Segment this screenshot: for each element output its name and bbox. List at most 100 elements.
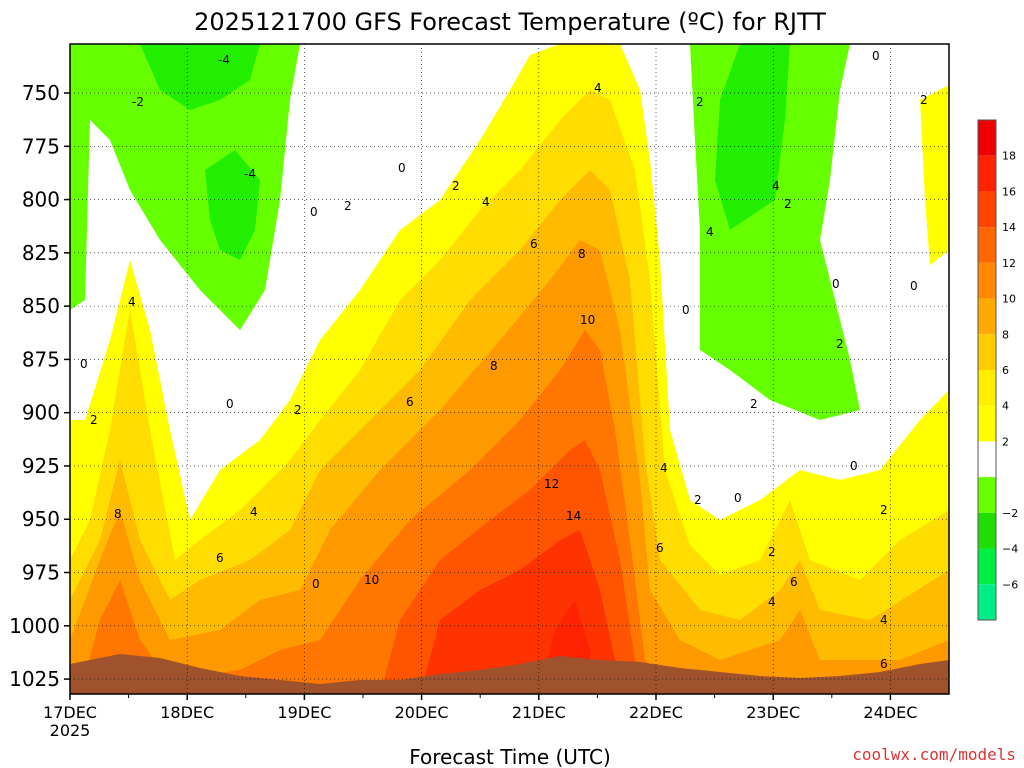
y-tick-label: 775: [22, 134, 60, 158]
band-neg4-a: [140, 44, 260, 110]
colorbar-tick-label: 16: [1002, 185, 1016, 198]
colorbar-swatch: [978, 512, 996, 549]
y-axis: 750 775 800 825 850 875 900 925 950 975 1000 1025: [9, 81, 70, 691]
colorbar-tick-label: 10: [1002, 293, 1016, 306]
colorbar-swatch: [978, 191, 996, 228]
contour-label: 2: [452, 179, 460, 193]
contour-label: 0: [682, 303, 690, 317]
x-tick-label: 22DEC: [629, 703, 683, 722]
colorbar-swatch: [978, 155, 996, 192]
x-tick-label: 18DEC: [160, 703, 214, 722]
contour-label: 2: [696, 95, 704, 109]
y-tick-label: 950: [22, 507, 60, 531]
chart-title: 2025121700 GFS Forecast Temperature (ºC)…: [194, 8, 826, 36]
colorbar-tick-label: −2: [1002, 507, 1018, 520]
contour-label: 4: [660, 461, 668, 475]
contour-label: 0: [226, 397, 234, 411]
contour-label: 4: [772, 179, 780, 193]
contour-label: 6: [880, 657, 888, 671]
x-tick-label: 24DEC: [863, 703, 917, 722]
colorbar-tick-label: −6: [1002, 578, 1018, 591]
colorbar-swatch: [978, 477, 996, 513]
plot-frame: [69, 43, 950, 695]
colorbar-tick-label: 14: [1002, 221, 1016, 234]
contour-label: 4: [128, 295, 136, 309]
band-neg4-b: [205, 150, 260, 260]
contour-label: 8: [114, 507, 122, 521]
colorbar-tick-label: 12: [1002, 257, 1016, 270]
colorbar-swatch: [978, 120, 996, 156]
x-tick-label: 17DEC: [43, 703, 97, 722]
colorbar-swatch: [978, 262, 996, 299]
contour-label: 4: [880, 613, 888, 627]
colorbar-swatch: [978, 548, 996, 585]
y-tick-label: 975: [22, 561, 60, 585]
y-tick-label: 1025: [9, 667, 60, 691]
contour-label: 2: [694, 493, 702, 507]
contour-label: -4: [244, 167, 256, 181]
colorbar-tick-label: 6: [1002, 364, 1009, 377]
colorbar-swatch: [978, 584, 996, 620]
contour-label: 4: [594, 81, 602, 95]
x-tick-label: 20DEC: [395, 703, 449, 722]
colorbar-swatch: [978, 227, 996, 263]
contour-label: 0: [398, 161, 406, 175]
credit-text: coolwx.com/models: [852, 745, 1016, 764]
contour-label: 2: [784, 197, 792, 211]
colorbar-swatch: [978, 441, 996, 478]
contour-label: 6: [790, 575, 798, 589]
contour-label: 8: [490, 359, 498, 373]
contour-label: 2: [750, 397, 758, 411]
colorbar-swatch: [978, 334, 996, 370]
colorbar-frame: [977, 119, 997, 621]
contour-label: 14: [566, 509, 581, 523]
contour-label: 6: [656, 541, 664, 555]
contour-label: 0: [850, 459, 858, 473]
y-tick-label: 900: [22, 401, 60, 425]
temperature-bands: [70, 44, 949, 694]
colorbar-tick-label: 8: [1002, 328, 1009, 341]
contour-label: 0: [312, 577, 320, 591]
contour-label: -4: [218, 53, 230, 67]
x-year-label: 2025: [50, 721, 91, 740]
colorbar-tick-label: 4: [1002, 400, 1009, 413]
contour-label: 4: [250, 505, 258, 519]
x-axis: 17DEC 18DEC 19DEC 20DEC 21DEC 22DEC 23DEC 24DEC…: [43, 694, 917, 740]
contour-label: 6: [530, 237, 538, 251]
contour-labels: -4 -2 -4 0 2 0 2 4 4 6 8 10 4 0 0 2 2 6 …: [80, 49, 928, 671]
band-neg2-a: [70, 44, 300, 330]
contour-label: 0: [872, 49, 880, 63]
y-tick-label: 750: [22, 81, 60, 105]
contour-label: 12: [544, 477, 559, 491]
contour-label: 2: [880, 503, 888, 517]
contour-label: 0: [80, 357, 88, 371]
colorbar-tick-label: −4: [1002, 543, 1018, 556]
colorbar-swatch: [978, 405, 996, 442]
contour-label: 2: [768, 545, 776, 559]
contour-label: 6: [216, 551, 224, 565]
contour-label: 4: [706, 225, 714, 239]
colorbar-swatch: [978, 370, 996, 406]
contour-label: 10: [580, 313, 595, 327]
contour-label: 4: [482, 195, 490, 209]
colorbar-tick-label: 2: [1002, 435, 1009, 448]
ground-terrain: [70, 654, 949, 694]
x-tick-label: 23DEC: [746, 703, 800, 722]
contour-label: 0: [832, 277, 840, 291]
band-2-4-topright: [920, 85, 949, 265]
contour-label: 8: [578, 247, 586, 261]
contour-label: 0: [310, 205, 318, 219]
contour-label: 10: [364, 573, 379, 587]
contour-label: 2: [836, 337, 844, 351]
x-tick-label: 21DEC: [512, 703, 566, 722]
colorbar-tick-label: 18: [1002, 150, 1016, 163]
contour-label: 4: [768, 595, 776, 609]
y-tick-label: 850: [22, 294, 60, 318]
y-tick-label: 1000: [9, 614, 60, 638]
contour-label: -2: [132, 95, 144, 109]
colorbar: 18 16 14 12 10 8 6 4 2 −2 −4 −6: [977, 119, 1018, 621]
x-axis-title: Forecast Time (UTC): [409, 745, 611, 768]
band-neg4-c: [715, 44, 790, 230]
